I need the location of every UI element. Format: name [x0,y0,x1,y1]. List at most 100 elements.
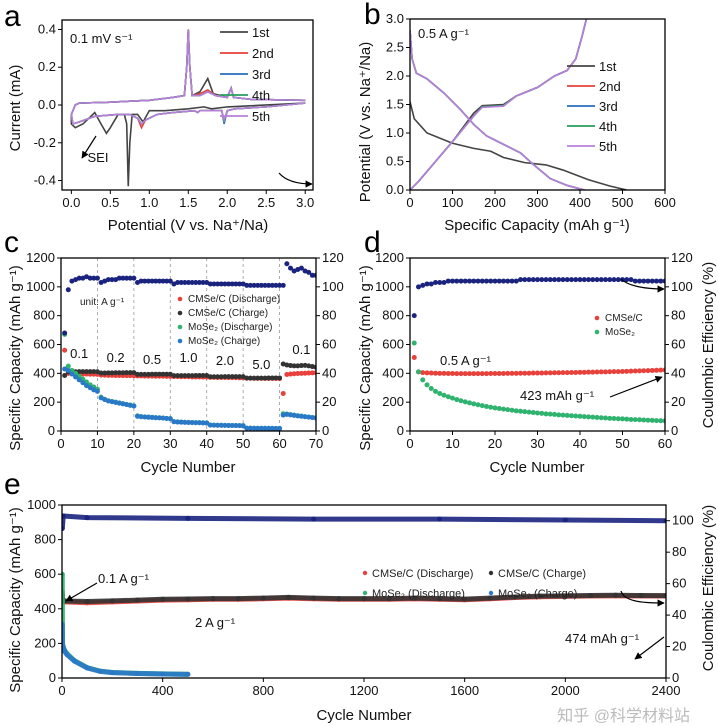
series-cmse-c-point [569,369,574,375]
series-cmse-c-charge--point [84,599,90,605]
y-tick-label: 600 [382,337,404,352]
series-mose-charge--point [135,413,140,419]
series-mose--point [505,407,511,413]
series-cmse-c-point [586,369,591,375]
series-mose-charge--point [237,423,242,429]
series-cmse-c-charge--point [186,373,191,379]
series-cmse-c-point [479,371,485,377]
series-coulombic-efficiency-point [552,277,557,283]
e-ylabel: Specific Capacity (mAh g⁻¹) [7,507,24,692]
series-coulombic-efficiency-point [539,277,545,283]
series-cmse-c-point [560,370,566,376]
d-ylabel: Specific Capacity (mAh g⁻¹) [357,265,374,450]
series-coulombic-efficiency-point [505,278,511,284]
y-tick-label: 0 [397,423,404,438]
series-cmse-c-charge--point [562,593,568,599]
e-rate-arrow [65,582,98,602]
legend-label: MoSe₂ [605,327,635,338]
series-cmse-c-charge--point [153,371,159,377]
annotation: 474 mAh g⁻¹ [565,631,640,646]
series-coulombic-efficiency-point [149,278,155,284]
series-mose--point [513,408,519,414]
series-mose--point [590,414,596,420]
series-mose-charge--point [153,415,159,421]
legend-label: 5th [252,109,270,124]
series-mose-charge--point [84,383,89,389]
y-tick-label: -0.2 [34,135,56,150]
series-coulombic-efficiency-point [178,280,184,286]
series-cmse-c-point [645,368,651,374]
series-coulombic-efficiency-point [258,282,264,288]
series-mose-charge--point [178,419,184,425]
x-tick-label: 400 [152,683,174,698]
series-coulombic-efficiency-point [518,277,523,283]
series-coulombic-efficiency-point [562,517,568,523]
series-coulombic-efficiency-point [445,278,451,284]
y-tick-label: 800 [382,308,404,323]
series-mose-charge--point [76,377,82,383]
y2-tick-label: 20 [672,639,686,654]
annotation: 0.5 A g⁻¹ [440,353,492,368]
series-cmse-c-charge--point [262,375,268,381]
series-mose--point [624,416,630,422]
series-cmse-c-point [539,370,545,376]
series-cmse-c-discharge--point [295,370,301,376]
series-mose-charge--point [189,420,195,426]
y-tick-label: 1000 [27,497,56,512]
series-mose-charge--point [218,422,224,428]
series-mose-charge--point [204,420,210,426]
series-mose-charge--point [200,420,206,426]
y-tick-label: 400 [382,365,404,380]
series-mose--point [569,413,574,419]
y2-tick-label: 60 [322,337,336,352]
y-tick-label: 200 [33,394,55,409]
series-mose--point [645,417,651,423]
series-mose--point [526,409,532,415]
y-tick-label: 0.0 [38,97,56,112]
series-mose-charge--point [262,425,268,431]
series-cmse-c-charge--point [80,369,86,375]
series-cmse-c-charge--point [258,375,264,381]
c-ce-arrow [278,172,313,188]
series-mose-charge--point [80,380,86,386]
series-coulombic-efficiency-point [62,526,65,532]
panel-letter-a: a [4,0,21,33]
y-tick-label: 600 [34,566,56,581]
series-coulombic-efficiency-point [215,281,221,287]
series-cmse-c-charge--point [462,596,468,602]
panel-letter-d: d [364,226,381,259]
series-mose-charge--point [196,420,202,426]
series-cmse-c-point [620,368,625,374]
chart-d: 0 10 20 30 40 50 60020040060080010001200020406… [375,250,693,451]
y2-tick-label: 0 [322,423,329,438]
series-cmse-c-point [501,370,506,376]
series-mose--point [496,406,502,412]
y2-tick-label: 40 [671,365,685,380]
panel-letter-e: e [4,468,21,501]
series-coulombic-efficiency-point [658,278,664,284]
annotation: 0.5 A g⁻¹ [418,26,470,41]
series-cmse-c-charge--point [182,373,188,379]
series-coulombic-efficiency-point [87,275,93,281]
x-tick-label: 200 [484,195,506,210]
c-xlabel: Cycle Number [140,459,235,476]
series-mose-charge--point [302,414,308,420]
series-coulombic-efficiency-point [273,282,279,288]
series-mose--point [416,369,421,375]
series-coulombic-efficiency-point [311,516,317,522]
x-tick-label: 0 [57,436,64,451]
series-coulombic-efficiency-point [247,282,253,288]
series-cmse-c-charge--point [120,370,126,376]
series-cmse-c-charge--point [277,375,283,381]
series-mose--point [518,408,523,414]
series-mose-charge--point [94,388,100,394]
series-cmse-c-charge--point [233,374,239,380]
x-tick-label: 60 [272,436,286,451]
series-coulombic-efficiency-point [124,275,130,281]
series-mose--point [492,405,498,411]
series-mose--point [641,417,647,423]
x-tick-label: 40 [199,436,213,451]
series-coulombic-efficiency-point [462,278,468,284]
x-tick-label: 100 [442,195,464,210]
x-tick-label: 70 [309,436,323,451]
